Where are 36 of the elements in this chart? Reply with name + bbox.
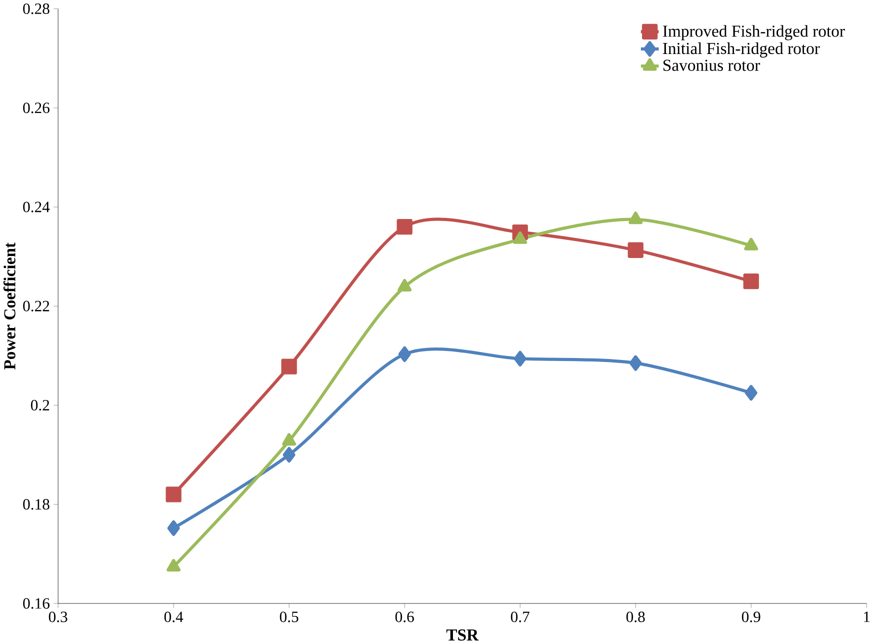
point (166, 486, 182, 502)
point (398, 278, 412, 292)
x-tick-label: 0.7 (510, 612, 530, 622)
x-tick-label: 0.6 (395, 612, 414, 622)
point (398, 346, 411, 362)
point (628, 242, 644, 258)
point (513, 231, 528, 244)
point (743, 273, 759, 290)
x-tick-label: 0.9 (742, 612, 760, 622)
x-tick-label: 0.3 (48, 612, 68, 622)
y-axis-title: Power Coefficient (3, 242, 16, 370)
point (629, 355, 642, 371)
point (167, 520, 180, 536)
y-tick-label: 0.22 (23, 300, 50, 312)
x-tick-label: 0.8 (626, 612, 645, 622)
y-tick-label: 0.26 (23, 102, 50, 114)
x-tick-label: 0.4 (164, 612, 184, 622)
point (514, 350, 526, 366)
y-tick-label: 0.28 (23, 3, 50, 14)
y-tick-label: 0.2 (30, 400, 50, 411)
y-tick-label: 0.16 (23, 598, 50, 609)
legend-label: Savonius rotor (663, 60, 760, 71)
x-axis-title: TSR (446, 629, 479, 641)
point (281, 358, 297, 374)
y-tick-label: 0.18 (23, 499, 50, 510)
legend-label: Initial Fish-ridged rotor (662, 42, 820, 58)
legend-label: Improved Fish-ridged rotor (662, 25, 845, 40)
y-tick-label: 0.24 (23, 202, 50, 212)
point (282, 446, 296, 463)
point (282, 433, 296, 446)
point (744, 384, 758, 401)
point (396, 218, 412, 235)
x-tick-label: 1 (864, 612, 870, 622)
point (744, 238, 758, 250)
point (628, 212, 643, 224)
x-tick-label: 0.5 (280, 612, 298, 622)
